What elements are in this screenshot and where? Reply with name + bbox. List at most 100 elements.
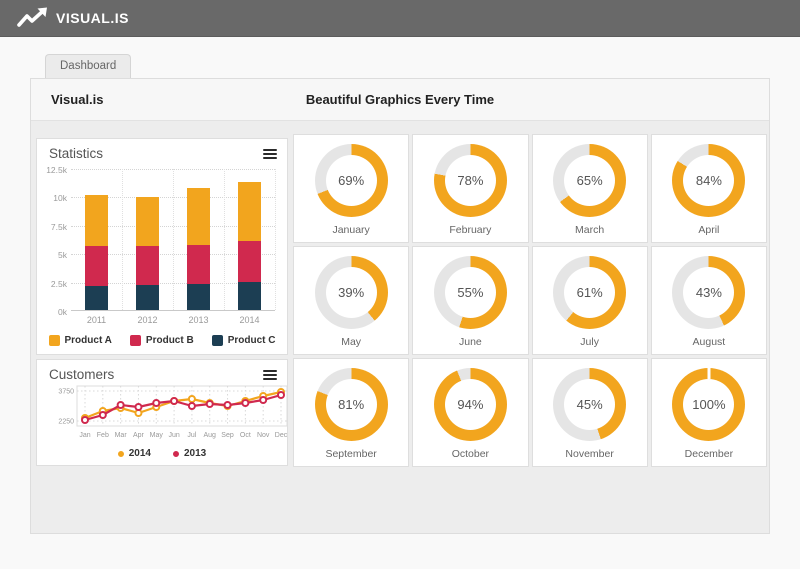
legend-marker-icon [173,450,179,457]
bar-chart-legend: Product A Product B Product C [37,335,287,346]
line-chart-legend: 2014 2013 [37,448,287,459]
donut-percent-value: 61% [576,285,603,300]
donut-chart[interactable]: 61% [553,256,627,329]
legend-marker-icon [117,450,124,457]
line-chart: Jan Feb Mar Apr May Jun Jul Aug Sep Oct Nov Dec 3750… [41,384,288,447]
donut-card-february: 78% February [412,134,529,243]
brand-logo-icon [17,7,47,27]
donut-chart[interactable]: 81% [314,368,388,441]
donut-chart[interactable]: 39% [314,256,388,329]
panel-header: Beautiful Graphics Every Time Visual.is [31,79,769,121]
legend-item[interactable]: Product C [211,335,276,346]
donut-percent-value: 94% [457,397,484,412]
legend-swatch [129,335,141,346]
bar-segment-product-b [187,244,210,285]
svg-text:Jan: Jan [79,432,90,439]
donut-card-september: 81% September [293,358,410,467]
donut-month-label: March [575,224,605,236]
donut-month-label: December [684,448,734,460]
donut-month-label: June [458,336,482,348]
donut-chart[interactable]: 69% [314,144,388,217]
tab-row: Dashboard [45,54,800,79]
donut-chart[interactable]: 43% [672,256,746,329]
bar-chart-x-axis: 2011 2012 2013 2014 [71,315,275,325]
donut-card-january: 69% January [293,134,410,243]
donut-percent-value: 65% [576,173,603,188]
stacked-bar-2014[interactable] [238,181,261,310]
donut-card-august: 43% August [650,246,767,355]
y-axis-tick-label: 7.5k [50,221,67,232]
donut-card-april: 84% April [650,134,767,243]
svg-text:May: May [150,432,164,439]
donut-card-june: 55% June [412,246,529,355]
donut-month-label: August [692,336,726,348]
stacked-bar-2013[interactable] [187,187,210,310]
donut-chart[interactable]: 45% [553,368,627,441]
legend-swatch [48,335,60,346]
bar-segment-product-a [238,181,261,241]
gridline [224,169,225,310]
donut-percent-value: 55% [457,285,484,300]
legend-item[interactable]: Product B [129,335,194,346]
donut-month-label: October [451,448,490,460]
legend-label: 2013 [184,448,207,459]
legend-item[interactable]: 2014 [117,448,151,459]
legend-item[interactable]: 2013 [173,448,206,459]
x-axis-tick-label: 2014 [239,315,260,325]
x-axis-tick-label: 2013 [188,315,209,325]
hamburger-menu-icon[interactable] [263,368,277,382]
statistics-card-header: Statistics [37,139,287,163]
hamburger-menu-icon[interactable] [263,147,277,161]
donut-percent-value: 100% [692,397,726,412]
panel-tagline: Beautiful Graphics Every Time [305,92,495,107]
svg-text:Feb: Feb [97,432,109,439]
donut-month-label: February [449,224,492,236]
donut-month-label: April [698,224,720,236]
donut-chart[interactable]: 84% [672,144,746,217]
legend-label: Product A [64,335,112,346]
bar-segment-product-b [85,246,108,287]
x-axis-tick-label: 2011 [86,315,107,325]
tab-dashboard[interactable]: Dashboard [45,54,132,79]
bar-segment-product-a [187,187,210,245]
top-bar: VISUAL.IS [0,0,800,37]
legend-label: Product C [227,335,276,346]
svg-text:Mar: Mar [115,432,128,439]
donut-card-march: 65% March [531,134,648,243]
donut-chart[interactable]: 94% [433,368,507,441]
legend-swatch [211,335,223,346]
svg-text:2250: 2250 [58,419,74,426]
brand-name: VISUAL.IS [56,10,129,26]
bar-segment-product-a [85,195,108,247]
legend-item[interactable]: Product A [48,335,112,346]
svg-text:Jul: Jul [187,432,196,439]
svg-text:Dec: Dec [275,432,288,439]
donut-gap-notch [707,368,711,379]
svg-text:Aug: Aug [203,432,216,439]
donut-month-label: July [580,336,599,348]
bar-segment-product-c [85,286,108,310]
bar-segment-product-b [136,245,159,286]
donut-month-label: May [341,336,362,348]
bar-segment-product-c [136,285,159,310]
donut-chart[interactable]: 100% [672,368,746,441]
donut-percent-value: 84% [695,173,722,188]
svg-text:3750: 3750 [58,389,74,396]
legend-label: 2014 [128,448,151,459]
donut-chart[interactable]: 65% [553,144,627,217]
bar-segment-product-c [187,284,210,310]
bar-segment-product-c [238,281,261,310]
donut-percent-value: 78% [457,173,484,188]
donut-chart[interactable]: 55% [433,256,507,329]
donut-month-label: January [332,224,370,236]
statistics-card: Statistics 12.5k 10k 7.5k 5k 2.5k 0k 2011 2012… [36,138,288,355]
stacked-bar-2011[interactable] [85,195,108,310]
stacked-bar-2012[interactable] [136,196,159,310]
donut-percent-value: 43% [695,285,722,300]
donut-card-july: 61% July [531,246,648,355]
panel-content: Statistics 12.5k 10k 7.5k 5k 2.5k 0k 2011 2012… [31,121,769,467]
donut-card-may: 39% May [293,246,410,355]
y-axis-tick-label: 10k [53,193,67,204]
donut-chart[interactable]: 78% [433,144,507,217]
x-axis-tick-label: 2012 [137,315,158,325]
